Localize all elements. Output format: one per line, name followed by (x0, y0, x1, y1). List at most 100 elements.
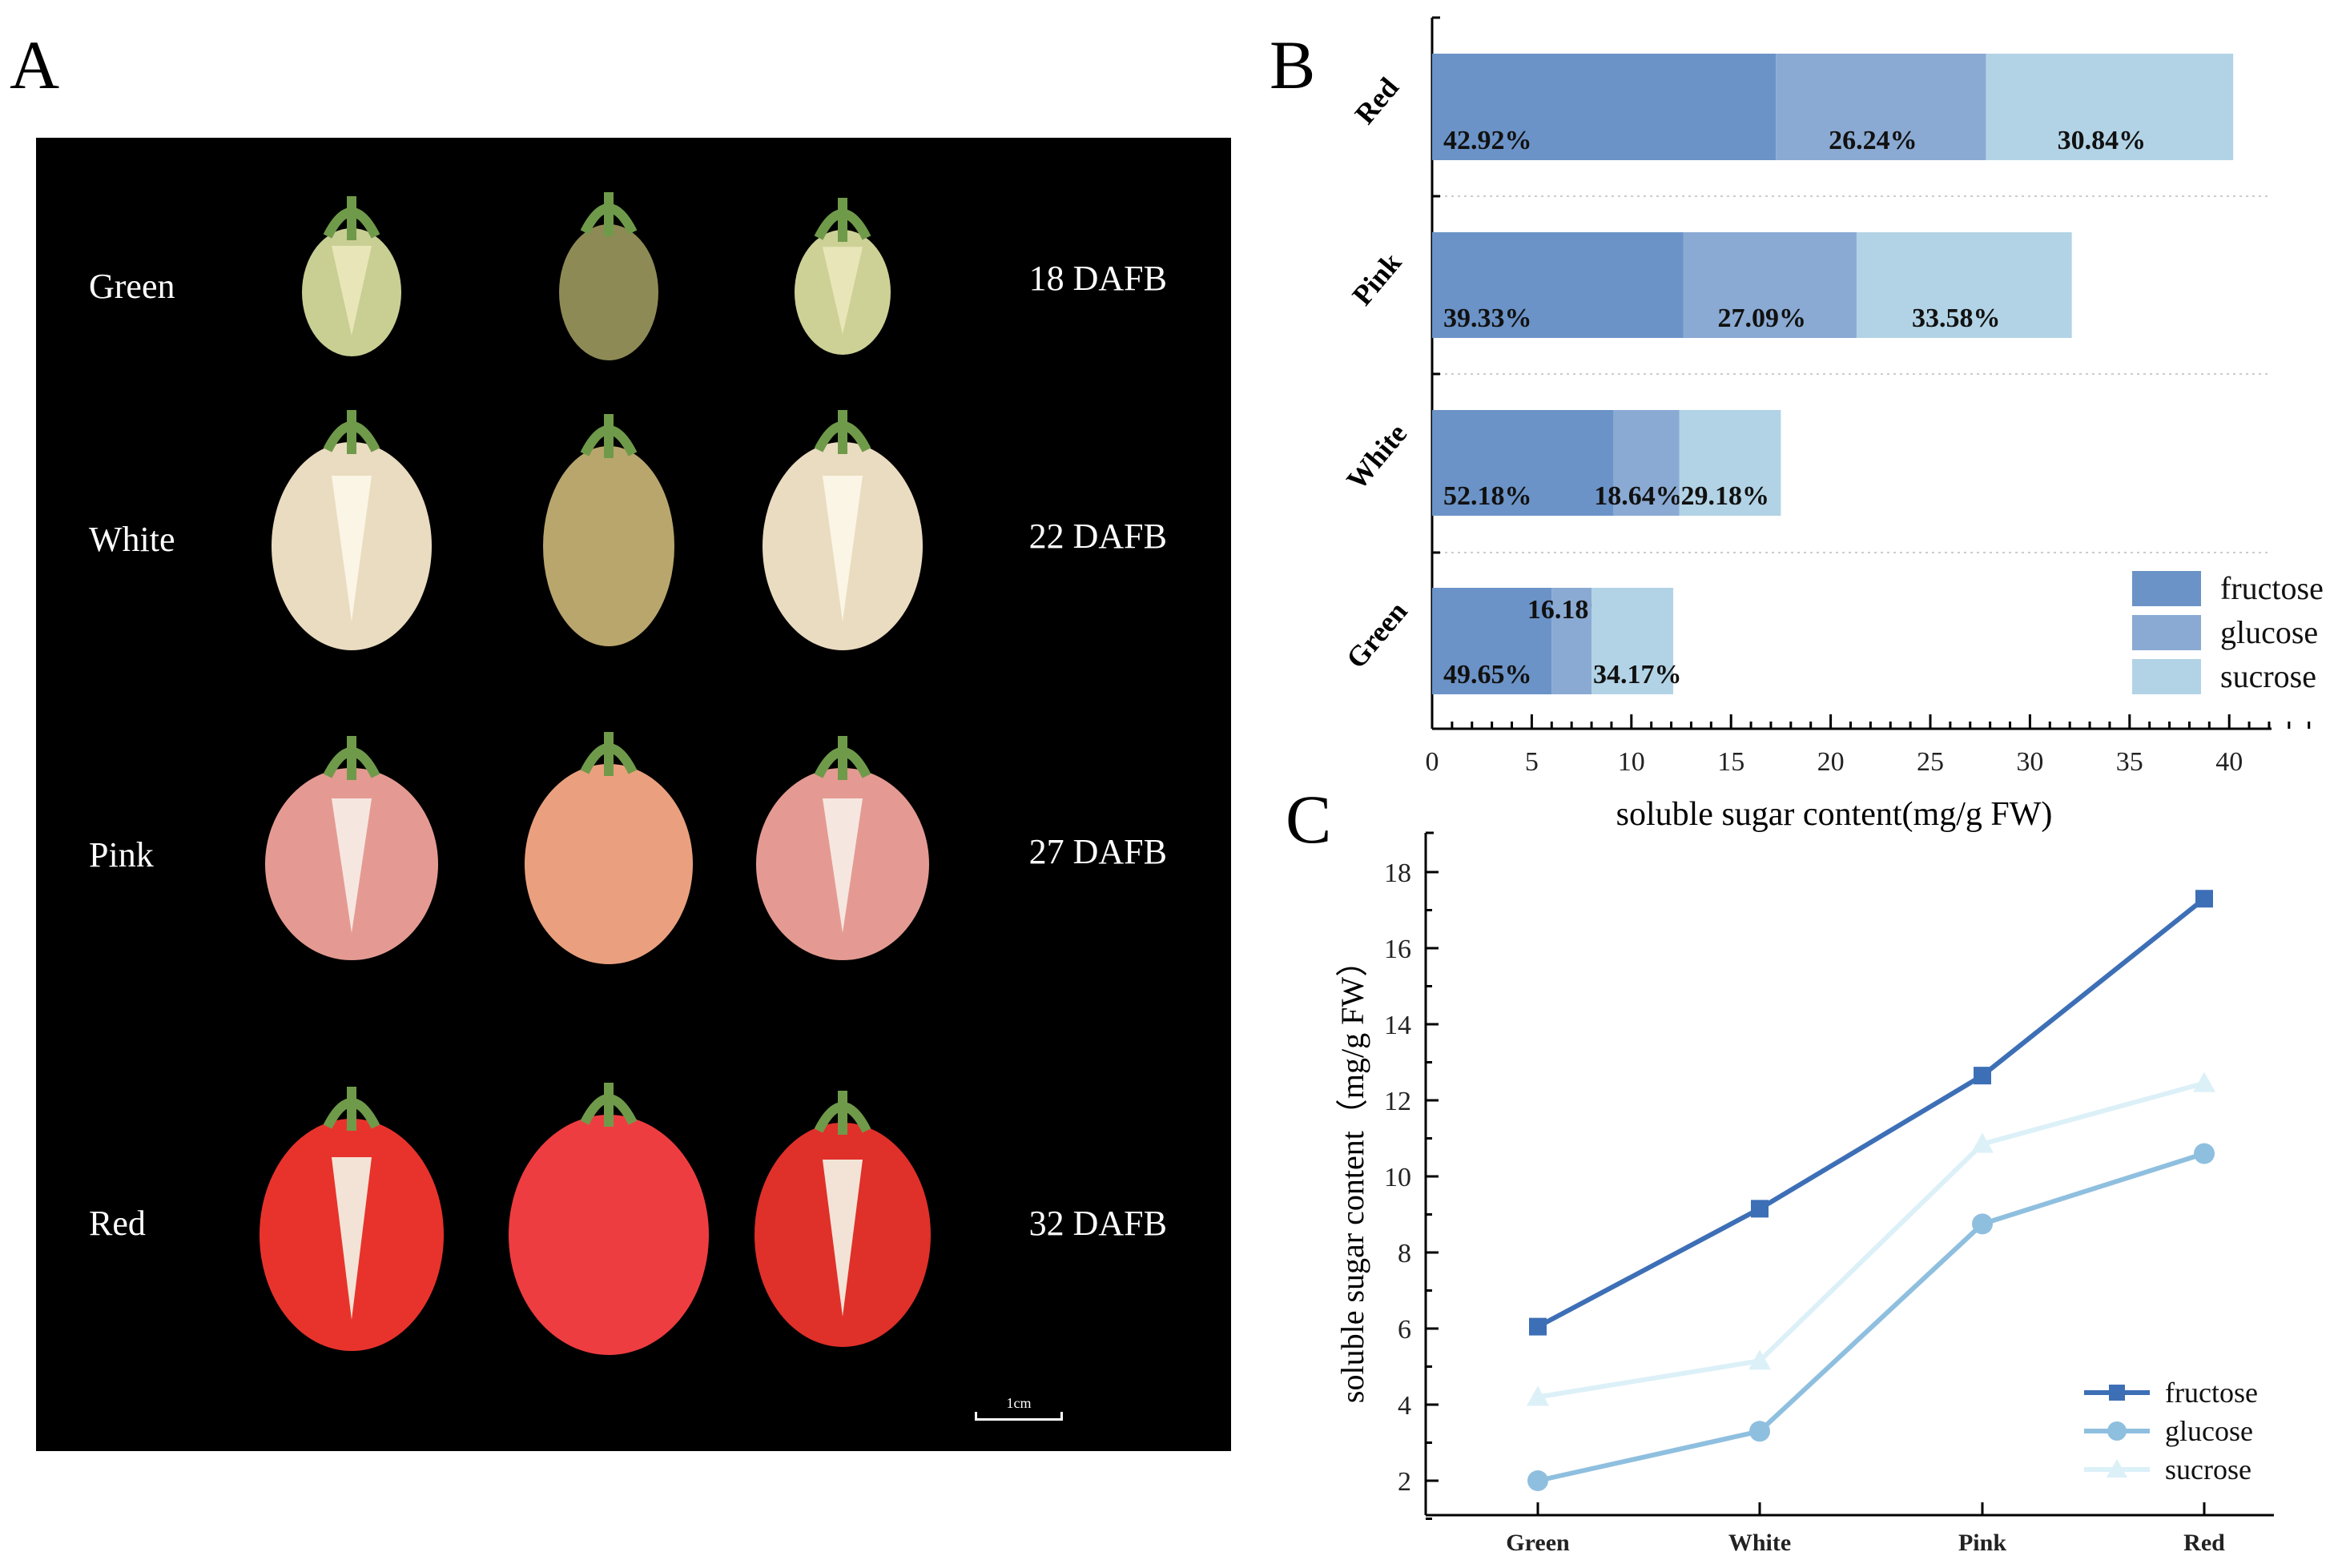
chart-b-bar-sucrose (1986, 54, 2234, 160)
square-marker-icon (1529, 1317, 1547, 1336)
chart-c-line-glucose (1537, 1151, 2205, 1483)
fruit-calyx (814, 198, 871, 242)
panel-b-letter: B (1270, 26, 1316, 103)
chart-b-bar-glucose (1776, 54, 1986, 160)
chart-b-x-tick-label: 40 (2215, 747, 2243, 777)
fruit-core (823, 1160, 863, 1317)
circle-marker-icon (1527, 1470, 1548, 1491)
fruit-calyx (814, 736, 871, 780)
chart-b-legend-swatch-glucose (2132, 615, 2201, 650)
chart-b-bar-fructose (1432, 54, 1777, 160)
chart-c-y-tick-label: 8 (1398, 1239, 1411, 1268)
chart-b-x-tick-label: 20 (1817, 747, 1845, 777)
raspberry-fruit (756, 736, 929, 960)
triangle-marker-icon (1527, 1385, 1549, 1406)
panel-a-letter: A (10, 26, 60, 103)
dafb-label-white: 22 DAFB (1028, 517, 1167, 556)
chart-b-data-label: 34.17% (1593, 660, 1682, 690)
square-marker-icon (2109, 1385, 2125, 1401)
chart-c-y-tick-label: 10 (1384, 1163, 1411, 1192)
fruit-core (823, 247, 863, 335)
circle-marker-icon (2107, 1421, 2127, 1441)
chart-b-bar-glucose (1551, 588, 1592, 694)
scale-bar: 1cm (975, 1395, 1063, 1421)
chart-c-legend-label: fructose (2165, 1377, 2258, 1409)
circle-marker-icon (1749, 1421, 1770, 1442)
fruit-core (823, 476, 863, 621)
circle-marker-icon (1972, 1213, 1993, 1235)
raspberry-fruit (559, 192, 658, 360)
scale-bar-label: 1cm (1006, 1395, 1032, 1411)
chart-c-y-tick-label: 12 (1384, 1087, 1411, 1116)
row-label-green: Green (89, 267, 175, 306)
chart-c-line-fructose (1536, 896, 2206, 1329)
chart-b-category-label: Pink (1346, 247, 1407, 312)
chart-b-bar-fructose (1432, 232, 1684, 338)
chart-b-x-tick-label: 10 (1618, 747, 1645, 777)
raspberry-fruit (265, 736, 438, 960)
raspberry-fruit (795, 198, 891, 355)
fruit-core (332, 476, 372, 621)
chart-b-x-tick-label: 15 (1717, 747, 1744, 777)
fruit-calyx (323, 736, 380, 780)
fruit-calyx (814, 410, 871, 454)
chart-b-bar-glucose (1683, 232, 1857, 338)
triangle-marker-icon (1748, 1349, 1771, 1370)
circle-marker-icon (2194, 1143, 2215, 1164)
chart-b-data-label: 26.24% (1829, 126, 1917, 155)
chart-b-category-label: Red (1349, 71, 1405, 130)
chart-b-data-label: 49.65% (1443, 660, 1532, 690)
dafb-label-red: 32 DAFB (1028, 1204, 1167, 1243)
chart-b-x-tick-label: 0 (1426, 747, 1439, 777)
chart-b-data-label: 30.84% (2058, 126, 2147, 155)
square-marker-icon (2195, 890, 2213, 908)
chart-b-bar-glucose (1613, 410, 1680, 516)
raspberry-fruits (260, 192, 931, 1355)
chart-c-y-tick-label: 4 (1398, 1391, 1411, 1421)
raspberry-fruit (260, 1087, 444, 1351)
chart-b-bar-fructose (1432, 588, 1552, 694)
chart-b-legend-label: glucose (2220, 614, 2318, 650)
chart-b-data-label: 16.18% (1527, 595, 1616, 625)
chart-b-x-tick-label: 5 (1525, 747, 1539, 777)
chart-c-y-tick-label: 2 (1398, 1467, 1411, 1497)
chart-c-line-sucrose (1537, 1080, 2205, 1400)
fruit-core (332, 1157, 372, 1320)
chart-b-data-label: 27.09% (1717, 304, 1806, 333)
raspberry-fruit (302, 196, 401, 356)
chart-c-y-tick-label: 6 (1398, 1315, 1411, 1345)
square-marker-icon (1974, 1067, 1991, 1085)
chart-b-category-label: Green (1340, 595, 1414, 674)
chart-b-x-tick-label: 30 (2016, 747, 2043, 777)
triangle-marker-icon (1971, 1132, 1994, 1153)
raspberry-fruit (272, 410, 432, 650)
dafb-label-green: 18 DAFB (1028, 259, 1167, 298)
fruit-calyx (580, 414, 638, 458)
fruit-calyx (323, 196, 380, 240)
raspberry-fruit (509, 1083, 709, 1355)
scale-bar-line (975, 1412, 1063, 1421)
chart-c-y-tick-label: 14 (1384, 1011, 1411, 1040)
chart-b-x-tick-label: 25 (1917, 747, 1944, 777)
chart-b-data-label: 42.92% (1443, 126, 1532, 155)
row-label-white: White (89, 520, 175, 559)
chart-c-y-axis-title: soluble sugar content（mg/g FW） (1334, 945, 1370, 1403)
chart-b: 0 5 10 15 20 25 30 35 40 soluble sugar content(mg… (1340, 16, 2324, 833)
chart-b-data-label: 33.58% (1912, 304, 2001, 333)
chart-c-legend-label: glucose (2165, 1415, 2253, 1447)
chart-b-bar-sucrose (1679, 410, 1781, 516)
fruit-calyx (580, 732, 638, 776)
fruit-body (525, 764, 693, 964)
chart-b-data-label: 29.18% (1681, 481, 1770, 511)
chart-c-legend-label: sucrose (2165, 1453, 2251, 1486)
row-label-red: Red (89, 1204, 146, 1243)
chart-b-data-label: 18.64% (1594, 481, 1683, 511)
fruit-body (543, 446, 674, 646)
fruit-body (509, 1115, 709, 1355)
raspberry-fruit (543, 414, 674, 646)
fruit-body (559, 224, 658, 360)
chart-b-bar-fructose (1432, 410, 1614, 516)
chart-c-x-tick-label: Red (2183, 1530, 2225, 1556)
row-label-pink: Pink (89, 835, 154, 874)
chart-b-legend-label: fructose (2220, 570, 2324, 606)
